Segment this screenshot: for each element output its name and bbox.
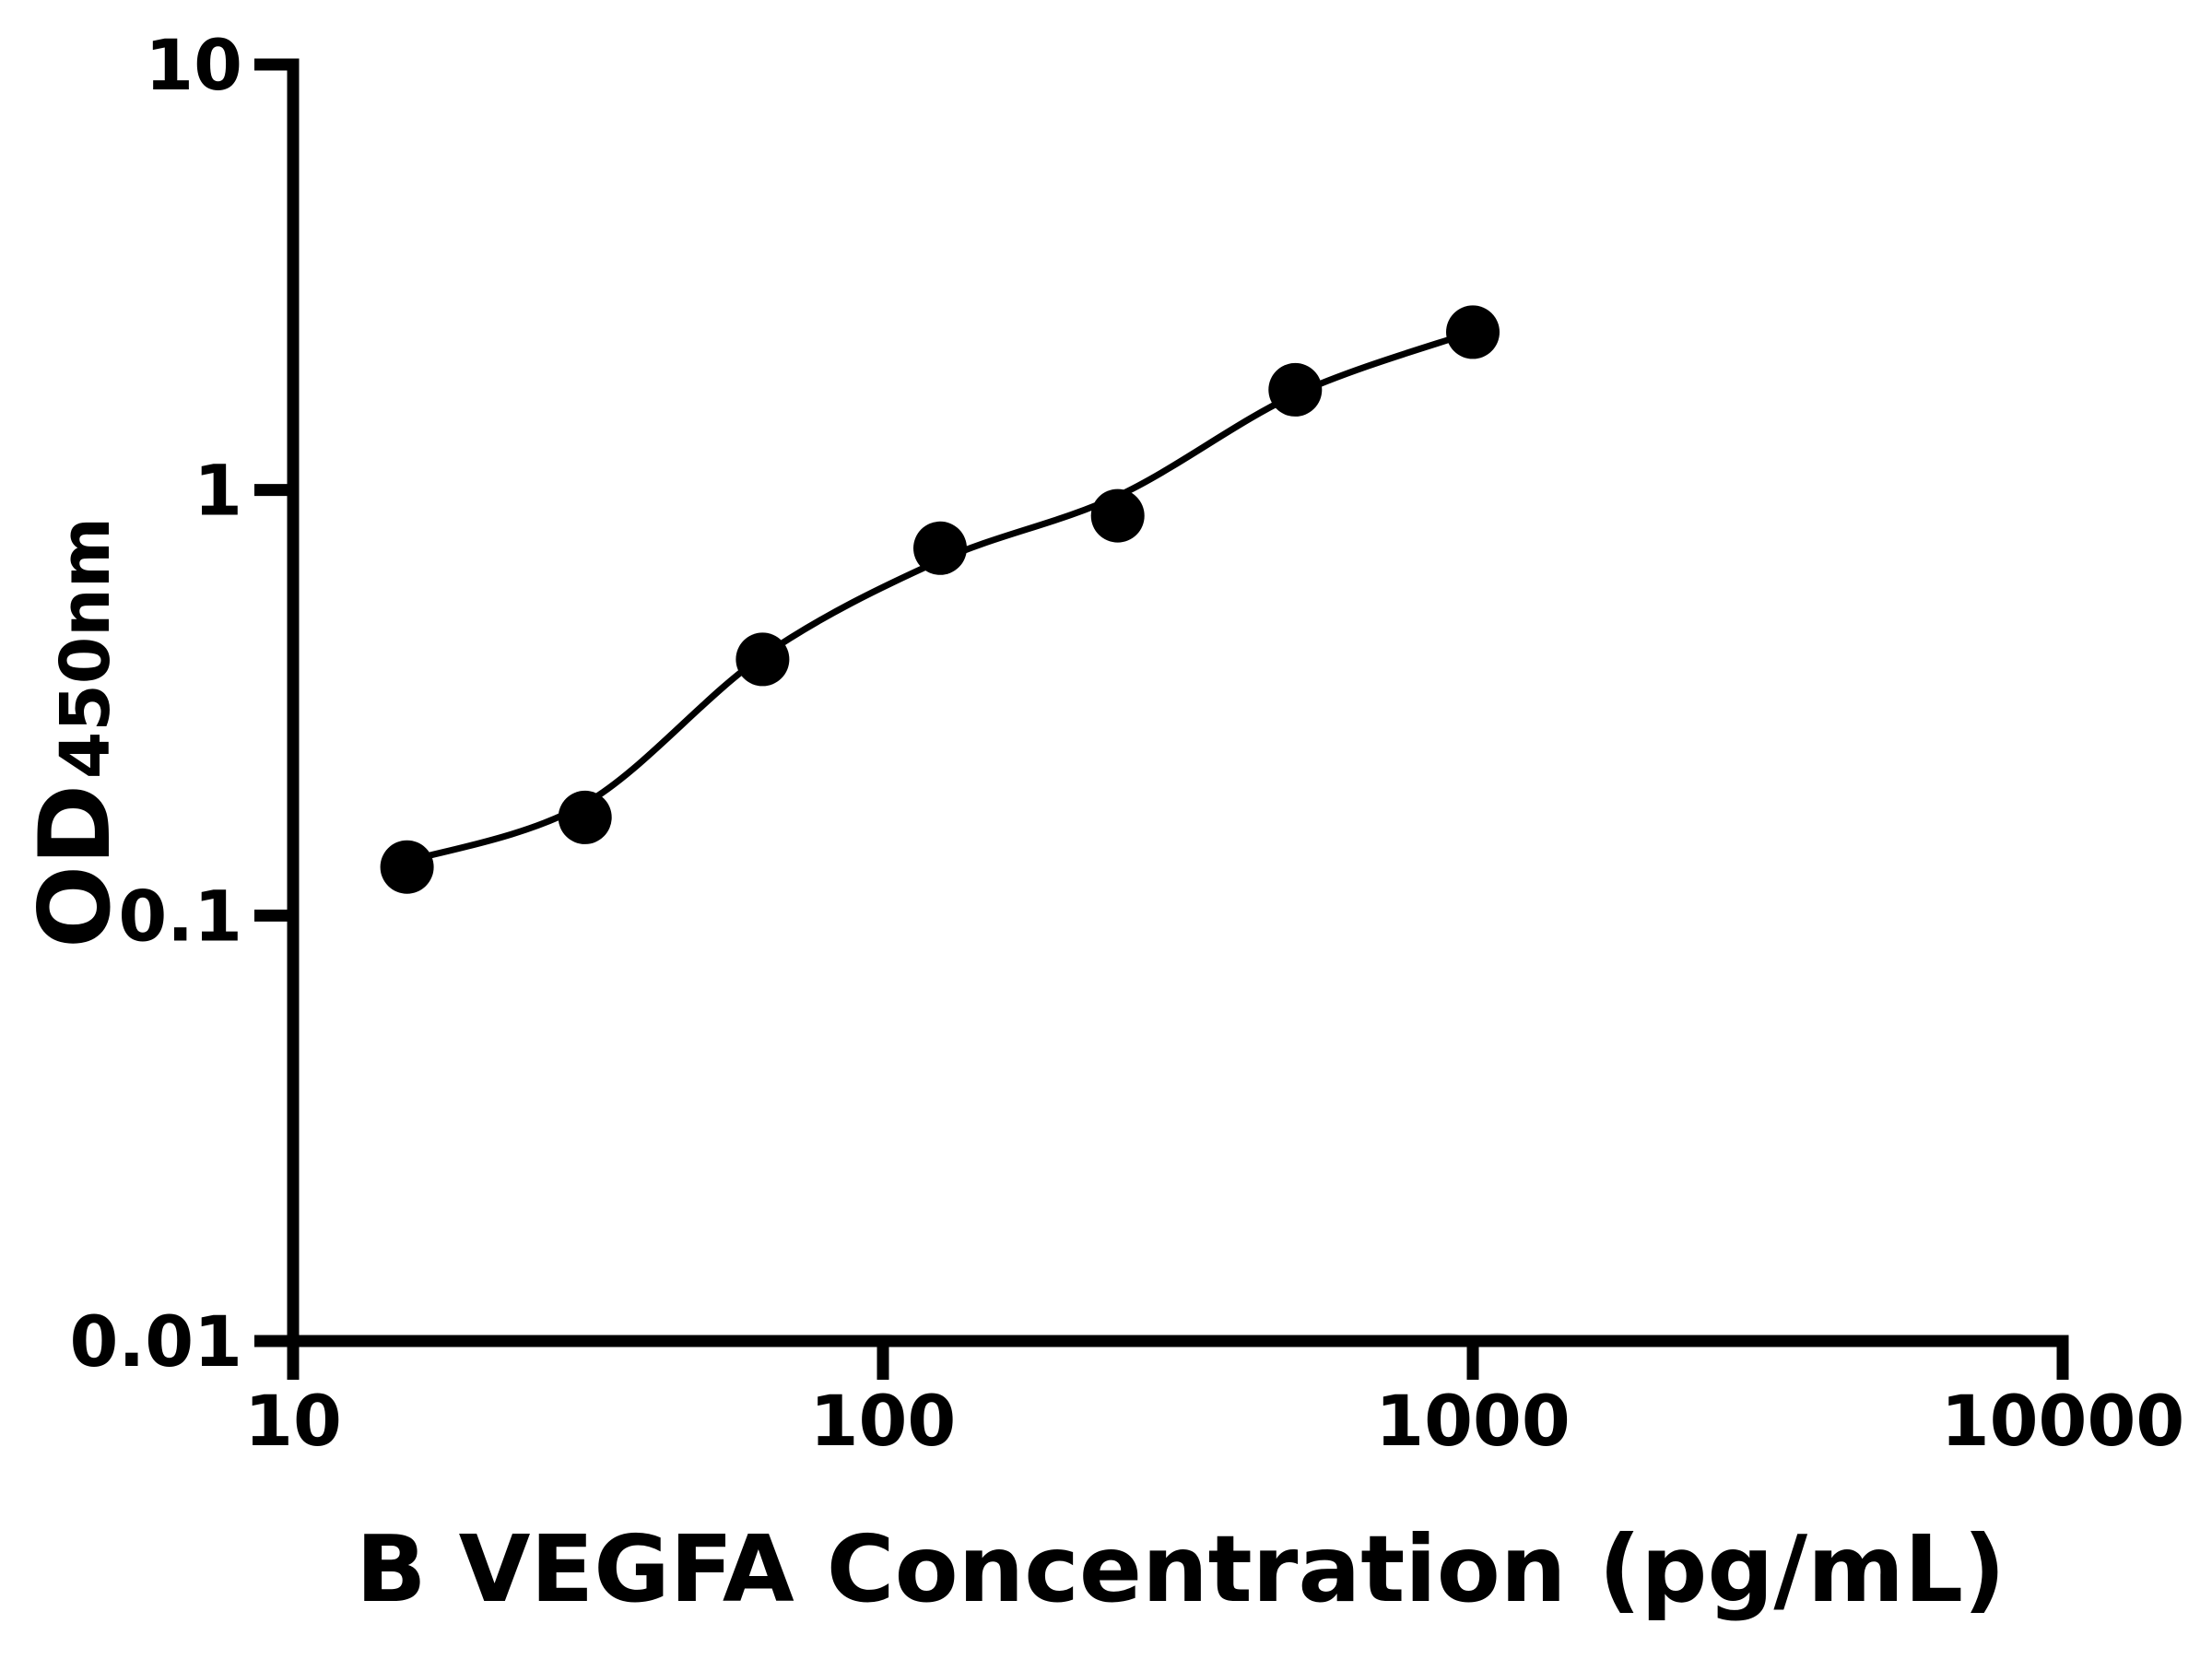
plot-area: [380, 305, 1500, 894]
x-tick-label: 100: [810, 1380, 957, 1462]
x-tick-group: [287, 1341, 2069, 1380]
y-tick-group: [254, 58, 293, 1347]
x-tick-label: 1000: [1375, 1380, 1571, 1462]
y-tick-label: 10: [145, 24, 242, 106]
y-axis-title-sub: 450nm: [46, 517, 125, 779]
data-point: [380, 840, 434, 894]
x-tick-label-group: 10 100 1000 10000: [244, 1380, 2184, 1462]
data-point: [558, 790, 612, 844]
data-point: [735, 632, 790, 687]
data-point-group: [380, 305, 1500, 894]
y-tick-label: 1: [194, 450, 242, 532]
y-tick-label: 0.1: [118, 875, 242, 957]
y-axis-title: OD 450nm: [18, 517, 132, 948]
data-point: [1268, 362, 1323, 417]
data-point: [913, 521, 967, 575]
y-tick-label-group: 10 1 0.1 0.01: [69, 24, 242, 1382]
data-point: [1446, 305, 1500, 359]
y-tick-label: 0.01: [69, 1300, 242, 1382]
data-point: [1090, 488, 1145, 543]
x-tick-label: 10000: [1941, 1380, 2184, 1462]
x-axis-title: B VEGFA Concentration (pg/mL): [356, 1515, 2006, 1623]
x-tick-label: 10: [244, 1380, 342, 1462]
y-axis-title-main: OD: [18, 784, 132, 948]
y-axis: 10 1 0.1 0.01 OD 450nm: [18, 24, 300, 1382]
x-axis: 10 100 1000 10000 B VEGFA Concentration (pg…: [244, 1335, 2184, 1623]
